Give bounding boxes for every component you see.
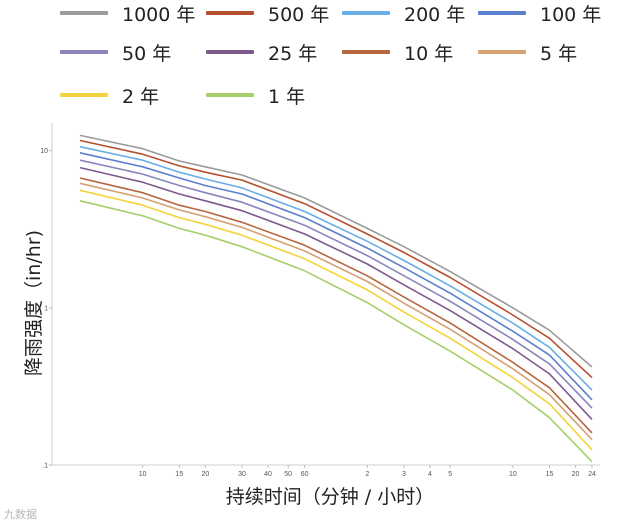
legend-label: 50 年 xyxy=(122,42,172,65)
legend-swatch xyxy=(60,11,108,15)
legend-item: 500 年 xyxy=(206,0,329,26)
legend-item: 100 年 xyxy=(478,0,601,26)
legend-swatch xyxy=(206,93,254,97)
tick-label: 40 xyxy=(264,471,272,478)
tick-label: 5 xyxy=(448,471,452,478)
series-line xyxy=(79,152,593,401)
legend-swatch xyxy=(478,50,526,54)
legend-label: 100 年 xyxy=(540,3,602,26)
legend-item: 25 年 xyxy=(206,39,317,65)
tick-label: .1 xyxy=(42,463,48,470)
legend-swatch xyxy=(206,50,254,54)
tick-label: 2 xyxy=(365,471,369,478)
series-line xyxy=(79,189,593,451)
y-axis-title: 降雨强度（in/hr) xyxy=(23,230,45,376)
legend-label: 1 年 xyxy=(268,85,306,108)
legend-label: 500 年 xyxy=(268,3,330,26)
tick-label: 50 xyxy=(284,471,292,478)
tick-label: 20 xyxy=(201,471,209,478)
watermark-text: 九数据 xyxy=(4,508,37,521)
series-line xyxy=(79,182,593,441)
legend-label: 10 年 xyxy=(404,42,454,65)
legend-label: 25 年 xyxy=(268,42,318,65)
series-line xyxy=(79,134,593,368)
chart-tick-labels: 10 1 .1 10 15 20 30 40 50 60 2 3 4 5 10 15 20 24 xyxy=(40,148,596,478)
tick-label: 3 xyxy=(402,471,406,478)
legend-item: 5 年 xyxy=(478,39,577,65)
legend-item: 200 年 xyxy=(342,0,465,26)
legend-item: 1000 年 xyxy=(60,0,195,26)
series-line xyxy=(79,166,593,420)
legend-swatch xyxy=(60,93,108,97)
legend-swatch xyxy=(342,50,390,54)
legend-swatch xyxy=(478,11,526,15)
tick-label: 20 xyxy=(572,471,580,478)
legend-item: 2 年 xyxy=(60,82,159,108)
legend-label: 1000 年 xyxy=(122,3,196,26)
legend-swatch xyxy=(342,11,390,15)
x-axis-title: 持续时间（分钟 / 小时） xyxy=(226,486,434,508)
tick-label: 24 xyxy=(588,471,596,478)
tick-label: 4 xyxy=(428,471,432,478)
tick-label: 30 xyxy=(238,471,246,478)
tick-label: 10 xyxy=(40,148,48,155)
series-line xyxy=(79,200,593,463)
legend-item: 10 年 xyxy=(342,39,453,65)
chart-legend: 1000 年 500 年 200 年 100 年 50 年 25 年 10 年 5 年 2 年 1… xyxy=(0,0,630,120)
legend-label: 2 年 xyxy=(122,85,160,108)
legend-label: 200 年 xyxy=(404,3,466,26)
chart-series-lines xyxy=(79,134,593,463)
tick-label: 15 xyxy=(546,471,554,478)
legend-swatch xyxy=(60,50,108,54)
tick-label: 1 xyxy=(44,305,48,312)
series-line xyxy=(79,145,593,391)
tick-label: 15 xyxy=(175,471,183,478)
tick-label: 60 xyxy=(301,471,309,478)
legend-label: 5 年 xyxy=(540,42,578,65)
series-line xyxy=(79,159,593,409)
series-line xyxy=(79,139,593,379)
tick-label: 10 xyxy=(509,471,517,478)
legend-item: 50 年 xyxy=(60,39,171,65)
series-line xyxy=(79,177,593,434)
legend-swatch xyxy=(206,11,254,15)
tick-label: 10 xyxy=(139,471,147,478)
legend-item: 1 年 xyxy=(206,82,305,108)
chart-axes xyxy=(49,123,600,468)
